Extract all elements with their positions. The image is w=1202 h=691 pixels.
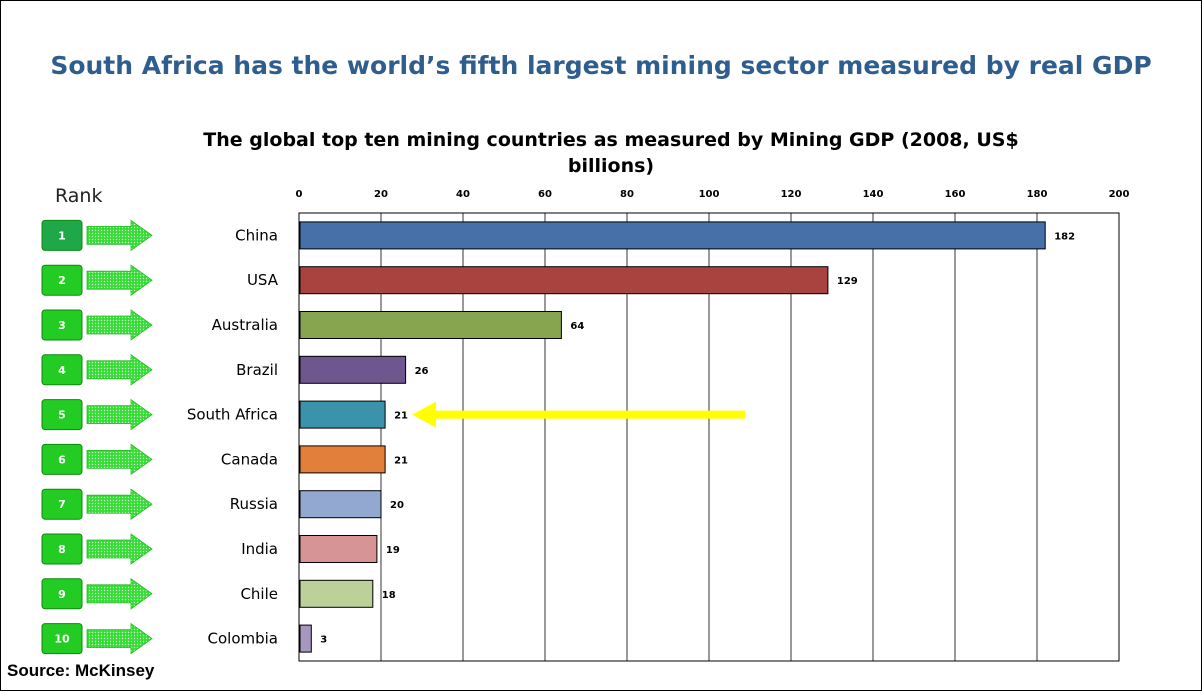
bar: [299, 355, 407, 384]
x-axis-ticks: 0 20 40 60 80 100 120 140 160 180 200: [296, 189, 1130, 200]
rank-badge: 7: [41, 488, 153, 520]
rank-box: [41, 309, 83, 341]
rank-badge: 10: [41, 622, 153, 655]
rank-number: 1: [58, 229, 66, 242]
rank-arrow: [86, 219, 153, 252]
category-label: Russia: [230, 495, 278, 513]
rank-badge: 8: [41, 533, 153, 565]
value-label: 182: [1054, 231, 1075, 242]
category-label: Colombia: [208, 630, 279, 648]
rank-box: [41, 443, 83, 475]
category-label: South Africa: [187, 406, 278, 424]
rank-box: [41, 533, 83, 565]
rank-number: 3: [58, 319, 66, 332]
value-label: 129: [837, 276, 858, 287]
value-label: 19: [386, 545, 400, 556]
bar: [299, 221, 1046, 250]
rank-badge: 5: [41, 398, 153, 431]
bar: [299, 266, 829, 295]
rank-box: [41, 264, 83, 296]
bar: [299, 579, 374, 608]
rank-arrow: [86, 622, 153, 655]
bar: [299, 445, 386, 474]
rank-arrow: [86, 398, 153, 431]
rank-badge: 4: [41, 354, 153, 386]
source-note: Source: McKinsey: [7, 661, 155, 680]
rank-arrow: [86, 533, 153, 565]
rank-number: 9: [58, 588, 66, 601]
rank-number: 10: [54, 633, 70, 646]
rank-box: [41, 578, 83, 610]
category-label: Brazil: [236, 361, 278, 379]
rank-arrow: [86, 443, 153, 476]
x-tick-label: 140: [863, 189, 884, 200]
value-label: 3: [320, 635, 327, 646]
category-label: India: [241, 540, 278, 558]
slide-title: South Africa has the world’s fifth large…: [50, 51, 1152, 80]
rank-badge: 2: [41, 264, 153, 296]
category-label: Chile: [240, 585, 278, 603]
value-label: 26: [415, 366, 429, 377]
rank-number: 8: [58, 543, 66, 556]
rank-badge: 1: [41, 219, 153, 252]
rank-number: 5: [58, 409, 66, 422]
bars: [299, 221, 1046, 653]
value-label: 21: [394, 411, 408, 422]
category-label: Australia: [212, 316, 278, 334]
bar: [299, 535, 378, 563]
value-label: 64: [570, 321, 584, 332]
value-label: 18: [382, 590, 396, 601]
rank-arrow: [86, 578, 153, 610]
rank-box: [41, 354, 83, 386]
x-tick-label: 0: [296, 189, 303, 200]
x-tick-label: 40: [456, 189, 470, 200]
rank-number: 2: [58, 274, 66, 287]
rank-badge: 6: [41, 443, 153, 476]
rank-header: Rank: [55, 185, 103, 207]
rank-arrow: [86, 309, 153, 341]
x-tick-label: 120: [781, 189, 802, 200]
rank-badge: 3: [41, 309, 153, 341]
category-labels: China USA Australia Brazil South Africa Canad…: [187, 226, 279, 647]
rank-arrow: [86, 264, 153, 296]
highlight-arrow-head: [412, 401, 437, 428]
category-label: China: [235, 226, 278, 244]
x-tick-label: 160: [945, 189, 966, 200]
chart-title: The global top ten mining countries as m…: [203, 129, 1019, 177]
rank-arrow: [86, 354, 153, 386]
rank-number: 6: [58, 453, 66, 466]
bar: [299, 490, 382, 519]
rank-box: [41, 399, 83, 431]
rank-badges: 1 2 3 4 5 6 7 8 9 10: [41, 219, 153, 655]
x-tick-label: 180: [1027, 189, 1048, 200]
x-tick-label: 20: [374, 189, 388, 200]
bar: [299, 624, 312, 653]
highlight-arrow: [412, 401, 745, 428]
value-label: 20: [390, 500, 404, 511]
bar: [299, 311, 562, 339]
x-tick-label: 100: [699, 189, 720, 200]
category-label: Canada: [221, 450, 278, 468]
value-labels: 182 129 64 26 21 21 20 19 18 3: [320, 231, 1075, 645]
rank-box: [41, 623, 83, 655]
x-tick-label: 200: [1109, 189, 1130, 200]
x-tick-label: 60: [538, 189, 552, 200]
rank-number: 4: [58, 364, 66, 377]
x-tick-label: 80: [620, 189, 634, 200]
rank-badge: 9: [41, 578, 153, 610]
value-label: 21: [394, 455, 408, 466]
category-label: USA: [247, 271, 279, 289]
rank-number: 7: [58, 498, 66, 511]
bar: [299, 400, 386, 429]
rank-box: [41, 219, 83, 251]
rank-box: [41, 488, 83, 520]
rank-arrow: [86, 488, 153, 520]
